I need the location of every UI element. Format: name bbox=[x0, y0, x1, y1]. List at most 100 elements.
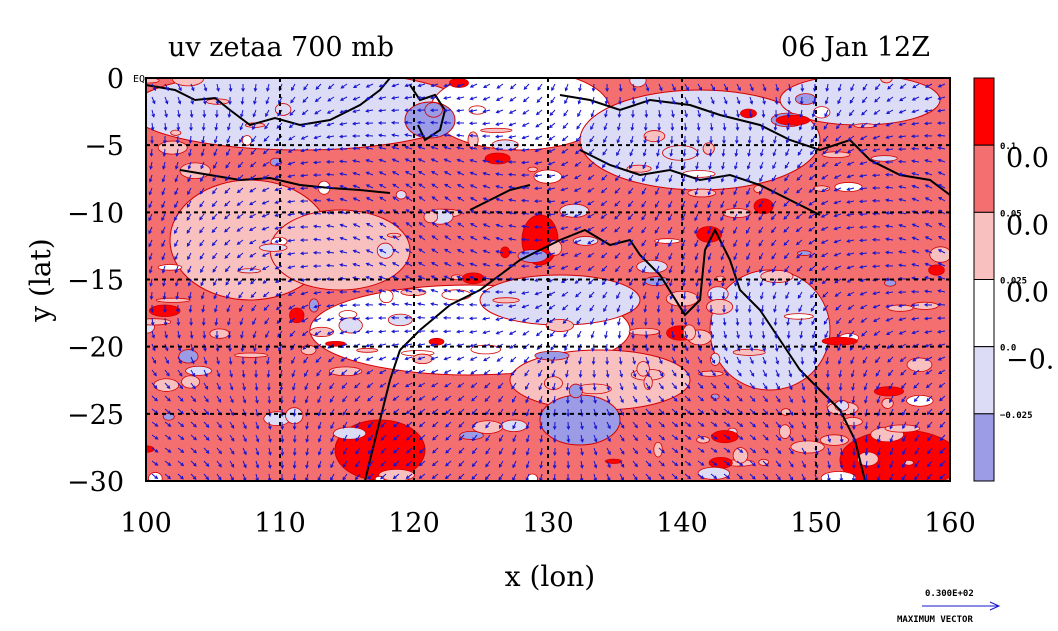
field-region bbox=[709, 269, 831, 391]
wind-vector bbox=[898, 317, 907, 322]
wind-vector bbox=[642, 265, 647, 274]
wind-vector bbox=[242, 434, 247, 443]
wind-vector bbox=[404, 343, 413, 347]
wind-vector bbox=[938, 235, 946, 241]
wind-vector bbox=[560, 213, 569, 218]
wind-vector bbox=[834, 291, 842, 297]
wind-vector bbox=[749, 447, 757, 454]
wind-vector bbox=[697, 434, 705, 440]
wind-vector bbox=[458, 447, 465, 454]
wind-vector bbox=[736, 369, 742, 377]
wind-vector bbox=[228, 343, 232, 353]
wind-vector bbox=[720, 174, 725, 183]
wind-vector bbox=[430, 262, 439, 267]
wind-vector bbox=[255, 447, 260, 456]
wind-vector bbox=[606, 421, 611, 430]
wind-vector bbox=[773, 304, 777, 313]
wind-vector bbox=[444, 222, 452, 228]
wind-vector bbox=[164, 369, 170, 377]
wind-vector bbox=[445, 434, 452, 441]
field-cell bbox=[687, 188, 717, 198]
wind-vector bbox=[710, 447, 718, 453]
wind-vector bbox=[508, 304, 517, 308]
wind-vector bbox=[615, 161, 621, 169]
wind-vector bbox=[871, 186, 881, 190]
wind-vector bbox=[261, 252, 270, 257]
wind-vector bbox=[872, 135, 881, 140]
wind-vector bbox=[432, 447, 439, 454]
wind-vector bbox=[342, 408, 348, 416]
wind-vector bbox=[695, 161, 699, 170]
wind-vector bbox=[858, 199, 868, 204]
wind-vector bbox=[617, 317, 621, 326]
wind-vector bbox=[911, 197, 920, 202]
wind-vector bbox=[151, 83, 156, 91]
wind-vector bbox=[824, 109, 829, 118]
wind-vector bbox=[458, 473, 465, 480]
wind-vector bbox=[520, 173, 530, 177]
wind-vector bbox=[924, 109, 933, 113]
wind-vector bbox=[497, 369, 504, 376]
wind-vector bbox=[431, 222, 439, 228]
wind-vector bbox=[758, 213, 764, 221]
wind-vector bbox=[833, 252, 842, 257]
wind-vector bbox=[442, 329, 452, 334]
wind-vector bbox=[200, 174, 205, 183]
wind-vector bbox=[302, 96, 309, 103]
wind-vector bbox=[910, 303, 920, 308]
wind-vector bbox=[658, 408, 665, 415]
wind-vector bbox=[632, 382, 637, 391]
wind-vector bbox=[471, 447, 478, 455]
wind-vector bbox=[837, 343, 842, 352]
wind-vector bbox=[317, 421, 322, 430]
wind-vector bbox=[227, 317, 231, 326]
wind-vector bbox=[508, 135, 517, 139]
wind-vector bbox=[216, 395, 222, 403]
wind-vector bbox=[367, 460, 374, 468]
wind-vector bbox=[150, 135, 154, 145]
wind-vector bbox=[521, 224, 530, 229]
wind-vector bbox=[827, 447, 832, 456]
wind-vector bbox=[684, 83, 689, 92]
wind-vector bbox=[300, 148, 309, 153]
wind-vector bbox=[471, 434, 478, 442]
wind-vector bbox=[811, 109, 816, 118]
wind-vector bbox=[365, 158, 374, 163]
wind-vector bbox=[708, 161, 712, 170]
wind-vector bbox=[658, 421, 665, 428]
wind-vector bbox=[710, 460, 718, 466]
wind-vector bbox=[292, 395, 297, 404]
wind-vector bbox=[798, 304, 803, 313]
wind-vector bbox=[287, 265, 296, 270]
wind-vector bbox=[926, 408, 933, 416]
wind-vector bbox=[682, 148, 687, 157]
wind-vector bbox=[470, 382, 478, 389]
wind-vector bbox=[684, 382, 691, 390]
wind-vector bbox=[456, 262, 465, 267]
wind-vector bbox=[343, 434, 348, 442]
wind-vector bbox=[697, 96, 702, 105]
wind-vector bbox=[378, 171, 387, 176]
wind-vector bbox=[576, 122, 582, 130]
wind-vector bbox=[858, 238, 868, 243]
vector-legend-value: 0.300E+02 bbox=[925, 589, 974, 599]
wind-vector bbox=[560, 187, 569, 192]
wind-vector bbox=[287, 225, 296, 230]
wind-vector bbox=[671, 473, 678, 480]
wind-vector bbox=[734, 291, 739, 300]
wind-vector bbox=[539, 447, 544, 456]
wind-vector bbox=[279, 382, 284, 391]
wind-vector bbox=[288, 135, 296, 141]
wind-vector bbox=[469, 236, 478, 241]
wind-vector bbox=[939, 460, 946, 467]
wind-vector bbox=[240, 96, 245, 105]
wind-vector bbox=[495, 197, 504, 202]
wind-vector bbox=[872, 160, 881, 165]
wind-vector bbox=[860, 122, 868, 128]
wind-vector bbox=[671, 83, 676, 92]
wind-vector bbox=[538, 382, 543, 391]
wind-vector bbox=[365, 108, 374, 113]
field-cell bbox=[181, 375, 201, 389]
wind-vector bbox=[520, 198, 530, 203]
wind-vector bbox=[236, 239, 244, 245]
